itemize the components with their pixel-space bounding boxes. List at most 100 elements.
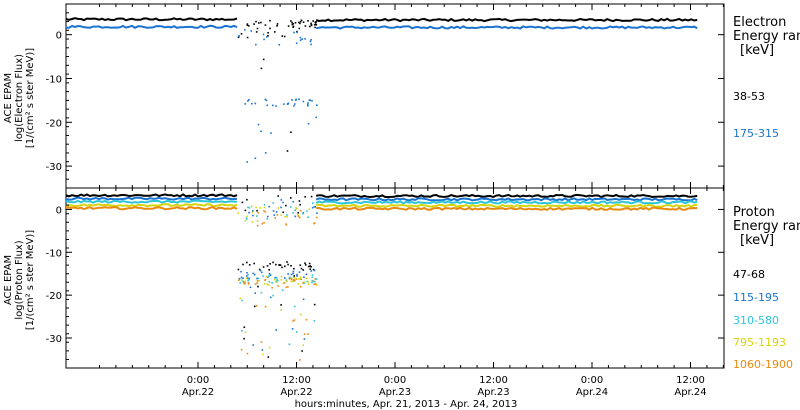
proton-data-point [292,201,295,203]
proton-data-point [304,196,306,198]
proton-data-point [245,217,248,219]
proton-data-point [257,211,259,214]
proton-data-point [275,281,277,283]
proton-data-point [252,344,254,346]
proton-data-point [241,299,243,302]
proton-data-point [292,272,294,275]
electron-data-point [286,103,289,105]
proton-data-point [276,214,279,216]
electron-data-point [312,20,314,22]
proton-data-point [263,204,266,206]
electron-data-point [298,98,300,101]
proton-data-point [314,278,316,280]
proton-series-line [315,197,698,202]
proton-data-point [247,279,249,282]
electron-data-point [266,36,268,38]
proton-data-point [267,356,270,358]
proton-data-point [300,313,302,316]
proton-data-point [298,200,301,202]
electron-data-point [293,105,295,107]
proton-data-point [246,352,249,355]
proton-data-point [287,286,289,288]
proton-data-point [262,266,265,268]
proton-data-point [252,272,254,275]
proton-data-point [275,329,277,331]
proton-data-point [242,280,244,283]
proton-data-point [261,222,264,225]
proton-series-line [65,203,238,208]
proton-data-point [273,214,276,216]
proton-data-point [291,328,294,330]
proton-data-point [293,267,295,270]
proton-y-tick-label: -10 [46,248,62,259]
proton-data-point [310,195,313,198]
proton-data-point [290,273,293,276]
proton-series-line [315,200,698,205]
proton-data-point [253,305,256,308]
electron-data-point [287,102,290,105]
proton-data-point [281,289,284,291]
electron-y-axis: 0 -10 -20 -30 [46,3,724,189]
proton-data-point [299,278,301,280]
x-tick-label-time: 0:00 [384,375,406,386]
electron-data-point [283,35,286,38]
proton-data-point [297,215,300,217]
proton-data-point [242,281,245,284]
electron-data-point [299,39,302,41]
proton-data-point [277,279,279,282]
electron-data-point [300,19,303,22]
x-axis-title: hours:minutes, Apr. 21, 2013 - Apr. 24, … [295,399,518,410]
proton-data-point [269,296,272,299]
proton-data-point [303,338,306,340]
proton-data-point [286,214,288,216]
proton-data-point [272,294,274,297]
proton-data-point [275,211,278,213]
electron-data-point [264,24,267,26]
electron-data-point [255,31,258,33]
proton-data-point [268,269,270,271]
proton-data-point [280,304,282,306]
proton-data-point [285,279,288,281]
electron-data-point [246,161,248,163]
proton-series-line [66,206,238,211]
legend-item-47-68: 47-68 [733,268,765,281]
proton-data-point [284,265,286,268]
proton-data-point [313,283,315,286]
proton-data-point [253,273,256,276]
proton-data-point [290,197,292,199]
x-axis: 0:00Apr.2212:00Apr.220:00Apr.2312:00Apr.… [98,4,724,398]
proton-data-point [244,280,246,283]
proton-data-point [256,282,258,284]
proton-data-point [311,274,314,276]
electron-data-point [255,20,257,23]
proton-data-point [293,279,295,281]
proton-data-point [248,207,251,209]
proton-data-point [246,272,248,274]
proton-data-point [293,275,295,277]
proton-data-point [268,273,271,275]
proton-data-point [269,263,271,265]
electron-data-point [291,21,293,24]
proton-data-point [285,223,287,225]
electron-data-point [307,20,309,22]
proton-data-point [293,305,296,308]
electron-data-point [276,23,279,25]
electron-data-point [240,33,243,35]
proton-data-point [246,261,248,264]
electron-data-point [246,36,249,39]
electron-data-point [314,21,317,23]
proton-panel-frame [65,187,725,369]
electron-data-point [267,32,269,34]
electron-data-point [263,38,265,41]
electron-data-point [310,22,312,25]
proton-data-point [282,211,284,214]
proton-data-point [302,212,304,215]
proton-legend-subtitle: Energy ran [733,219,800,234]
proton-y-tick-label: -20 [46,291,62,302]
proton-data-point [286,261,288,263]
legend-item-175-315: 175-315 [733,127,779,140]
electron-data-point [294,22,297,24]
proton-data-point [290,277,293,280]
electron-data-point [265,99,268,102]
